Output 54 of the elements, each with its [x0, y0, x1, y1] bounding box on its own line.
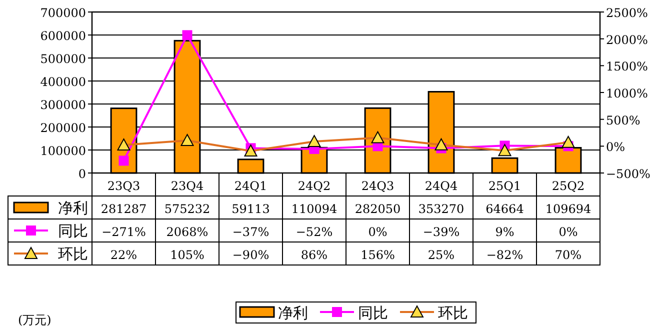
y-tick-label: 100000 — [40, 144, 86, 158]
data-label: −52% — [296, 225, 333, 239]
legend-label: 同比 — [58, 222, 88, 240]
data-label: 0% — [368, 225, 388, 239]
y2-tick-label: 0% — [606, 140, 626, 154]
data-label: 2068% — [166, 225, 208, 239]
point — [118, 156, 129, 166]
legend: 净利 同比 环比 — [236, 302, 476, 324]
y-tick-label: 500000 — [40, 52, 86, 66]
y2-tick-label: −500% — [606, 167, 650, 181]
data-label: 70% — [554, 248, 582, 262]
point — [182, 30, 192, 40]
y2-tick-label: 2500% — [606, 6, 648, 20]
data-label: 22% — [110, 248, 138, 262]
data-label: −39% — [422, 225, 460, 239]
y2-tick-label: 500% — [606, 113, 640, 128]
y-tick-label: 400000 — [40, 75, 86, 89]
y2-tick-label: 1500% — [606, 60, 648, 74]
y2-tick-label: 2000% — [606, 32, 648, 47]
data-label: 575232 — [164, 202, 210, 216]
x-tick-label: 24Q4 — [424, 179, 458, 193]
y-tick-label: 300000 — [40, 98, 86, 112]
data-label: 353270 — [418, 202, 464, 216]
data-label: 86% — [300, 248, 328, 262]
x-tick-label: 23Q4 — [170, 179, 204, 193]
data-label: 9% — [495, 225, 514, 239]
x-tick-label: 25Q2 — [552, 179, 585, 193]
x-tick-label: 24Q1 — [234, 179, 268, 193]
data-label: 156% — [360, 248, 395, 262]
data-label: 105% — [170, 248, 204, 262]
data-label: −37% — [232, 225, 270, 239]
data-label: 25% — [428, 248, 455, 262]
data-label: 282050 — [354, 202, 401, 216]
data-label: 109694 — [545, 202, 592, 216]
legend-label: 净利 — [58, 199, 88, 217]
legend-label: 环比 — [58, 245, 88, 263]
data-label: 59113 — [232, 202, 270, 216]
data-label: −82% — [486, 248, 524, 262]
y-tick-label: 200000 — [40, 121, 86, 135]
x-tick-label: 24Q2 — [298, 179, 331, 193]
y-tick-label: 700000 — [40, 6, 86, 20]
x-tick-label: 24Q3 — [361, 179, 394, 193]
y-tick-label: 0 — [78, 167, 86, 181]
data-label: 281287 — [100, 202, 147, 216]
x-tick-label: 25Q1 — [488, 179, 522, 193]
data-label: −271% — [102, 225, 146, 239]
y2-tick-label: 1000% — [606, 86, 648, 100]
y-tick-label: 600000 — [40, 29, 86, 43]
data-label: −90% — [232, 248, 270, 262]
data-label: 110094 — [291, 202, 338, 216]
data-label: 64664 — [486, 202, 524, 216]
text: (万元) — [18, 313, 52, 327]
data-label: 0% — [558, 225, 578, 239]
x-tick-label: 23Q3 — [107, 179, 140, 193]
